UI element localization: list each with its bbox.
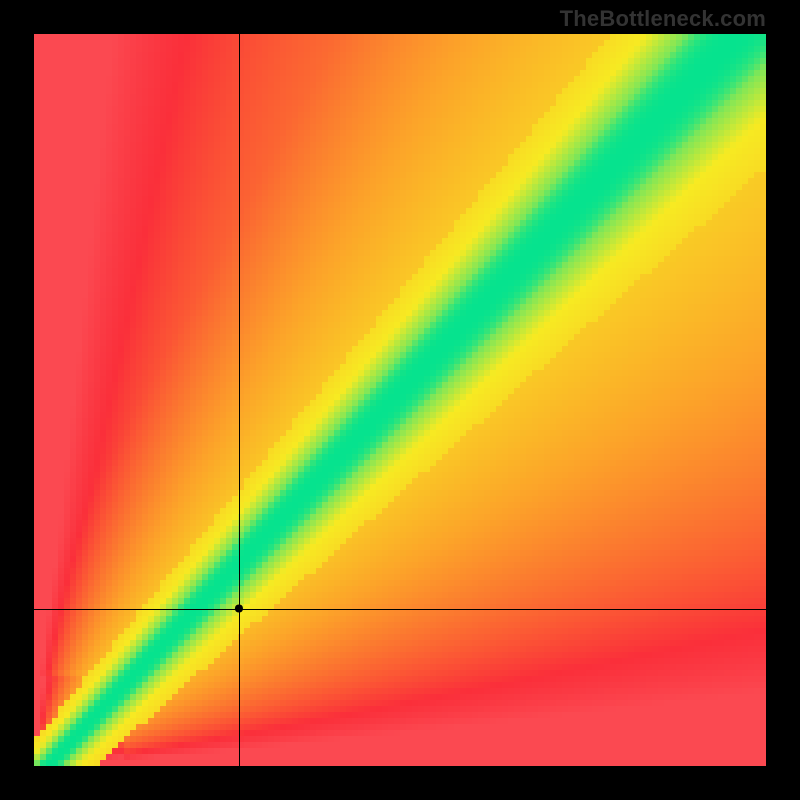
heatmap-canvas — [34, 34, 766, 766]
chart-container: TheBottleneck.com — [0, 0, 800, 800]
watermark-text: TheBottleneck.com — [560, 6, 766, 32]
plot-area — [34, 34, 766, 766]
